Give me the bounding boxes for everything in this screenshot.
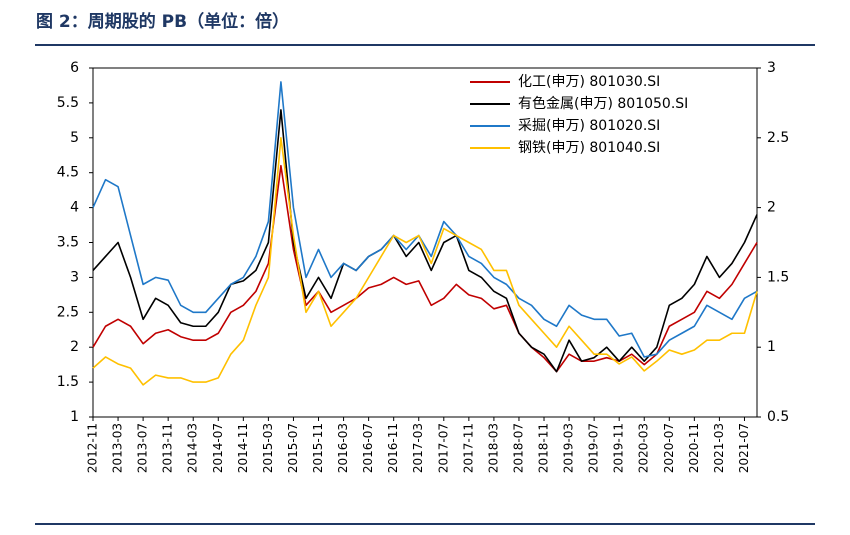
x-tick-label: 2013-03: [111, 423, 125, 473]
x-tick-label: 2015-11: [311, 423, 325, 473]
x-tick-label: 2016-03: [336, 423, 350, 473]
y2-tick-label: 0.5: [767, 409, 789, 425]
x-tick-label: 2018-11: [537, 423, 551, 473]
x-tick-label: 2020-11: [687, 423, 701, 473]
x-tick-label: 2021-03: [712, 423, 726, 473]
chart-title: 图 2：周期股的 PB（单位：倍）: [36, 11, 289, 32]
x-tick-label: 2014-03: [186, 423, 200, 473]
x-tick-label: 2015-03: [261, 423, 275, 473]
x-tick-label: 2015-07: [286, 423, 300, 473]
y-tick-label: 2: [70, 339, 79, 355]
x-tick-label: 2016-07: [361, 423, 375, 473]
legend-label: 化工(申万) 801030.SI: [518, 74, 660, 90]
x-tick-label: 2020-03: [637, 423, 651, 473]
x-tick-label: 2017-03: [411, 423, 425, 473]
y-tick-label: 1.5: [57, 374, 79, 390]
x-tick-label: 2020-07: [662, 423, 676, 473]
x-tick-label: 2016-11: [386, 423, 400, 473]
y2-tick-label: 2: [767, 200, 776, 216]
series-line: [92, 164, 758, 373]
x-tick-label: 2019-07: [587, 423, 601, 473]
x-tick-label: 2014-07: [211, 423, 225, 473]
y2-tick-label: 2.5: [767, 130, 789, 146]
series-line: [92, 109, 758, 373]
y-tick-label: 2.5: [57, 304, 79, 320]
y-tick-label: 6: [70, 60, 79, 76]
legend-label: 采掘(申万) 801020.SI: [518, 118, 660, 134]
y2-tick-label: 1.5: [767, 269, 789, 285]
y-tick-label: 4: [70, 200, 79, 216]
y2-tick-label: 1: [767, 339, 776, 355]
y-tick-label: 3.5: [57, 235, 79, 251]
legend-label: 有色金属(申万) 801050.SI: [518, 95, 688, 112]
x-tick-label: 2012-11: [86, 423, 100, 473]
x-tick-label: 2014-11: [236, 423, 250, 473]
y2-tick-label: 3: [767, 60, 776, 76]
x-tick-label: 2018-07: [511, 423, 525, 473]
x-tick-label: 2021-07: [737, 423, 751, 473]
x-tick-label: 2019-03: [562, 423, 576, 473]
x-tick-label: 2019-11: [612, 423, 626, 473]
x-tick-label: 2013-07: [136, 423, 150, 473]
x-tick-label: 2013-11: [161, 423, 175, 473]
y-tick-label: 1: [70, 409, 79, 425]
y-tick-label: 5.5: [57, 95, 79, 111]
y-tick-label: 3: [70, 269, 79, 285]
y-tick-label: 5: [70, 130, 79, 146]
x-tick-label: 2017-11: [461, 423, 475, 473]
series-line: [92, 137, 758, 386]
series-line: [92, 81, 758, 358]
y-tick-label: 4.5: [57, 165, 79, 181]
x-tick-label: 2017-07: [436, 423, 450, 473]
legend-label: 钢铁(申万) 801040.SI: [518, 140, 660, 156]
x-tick-label: 2018-03: [486, 423, 500, 473]
